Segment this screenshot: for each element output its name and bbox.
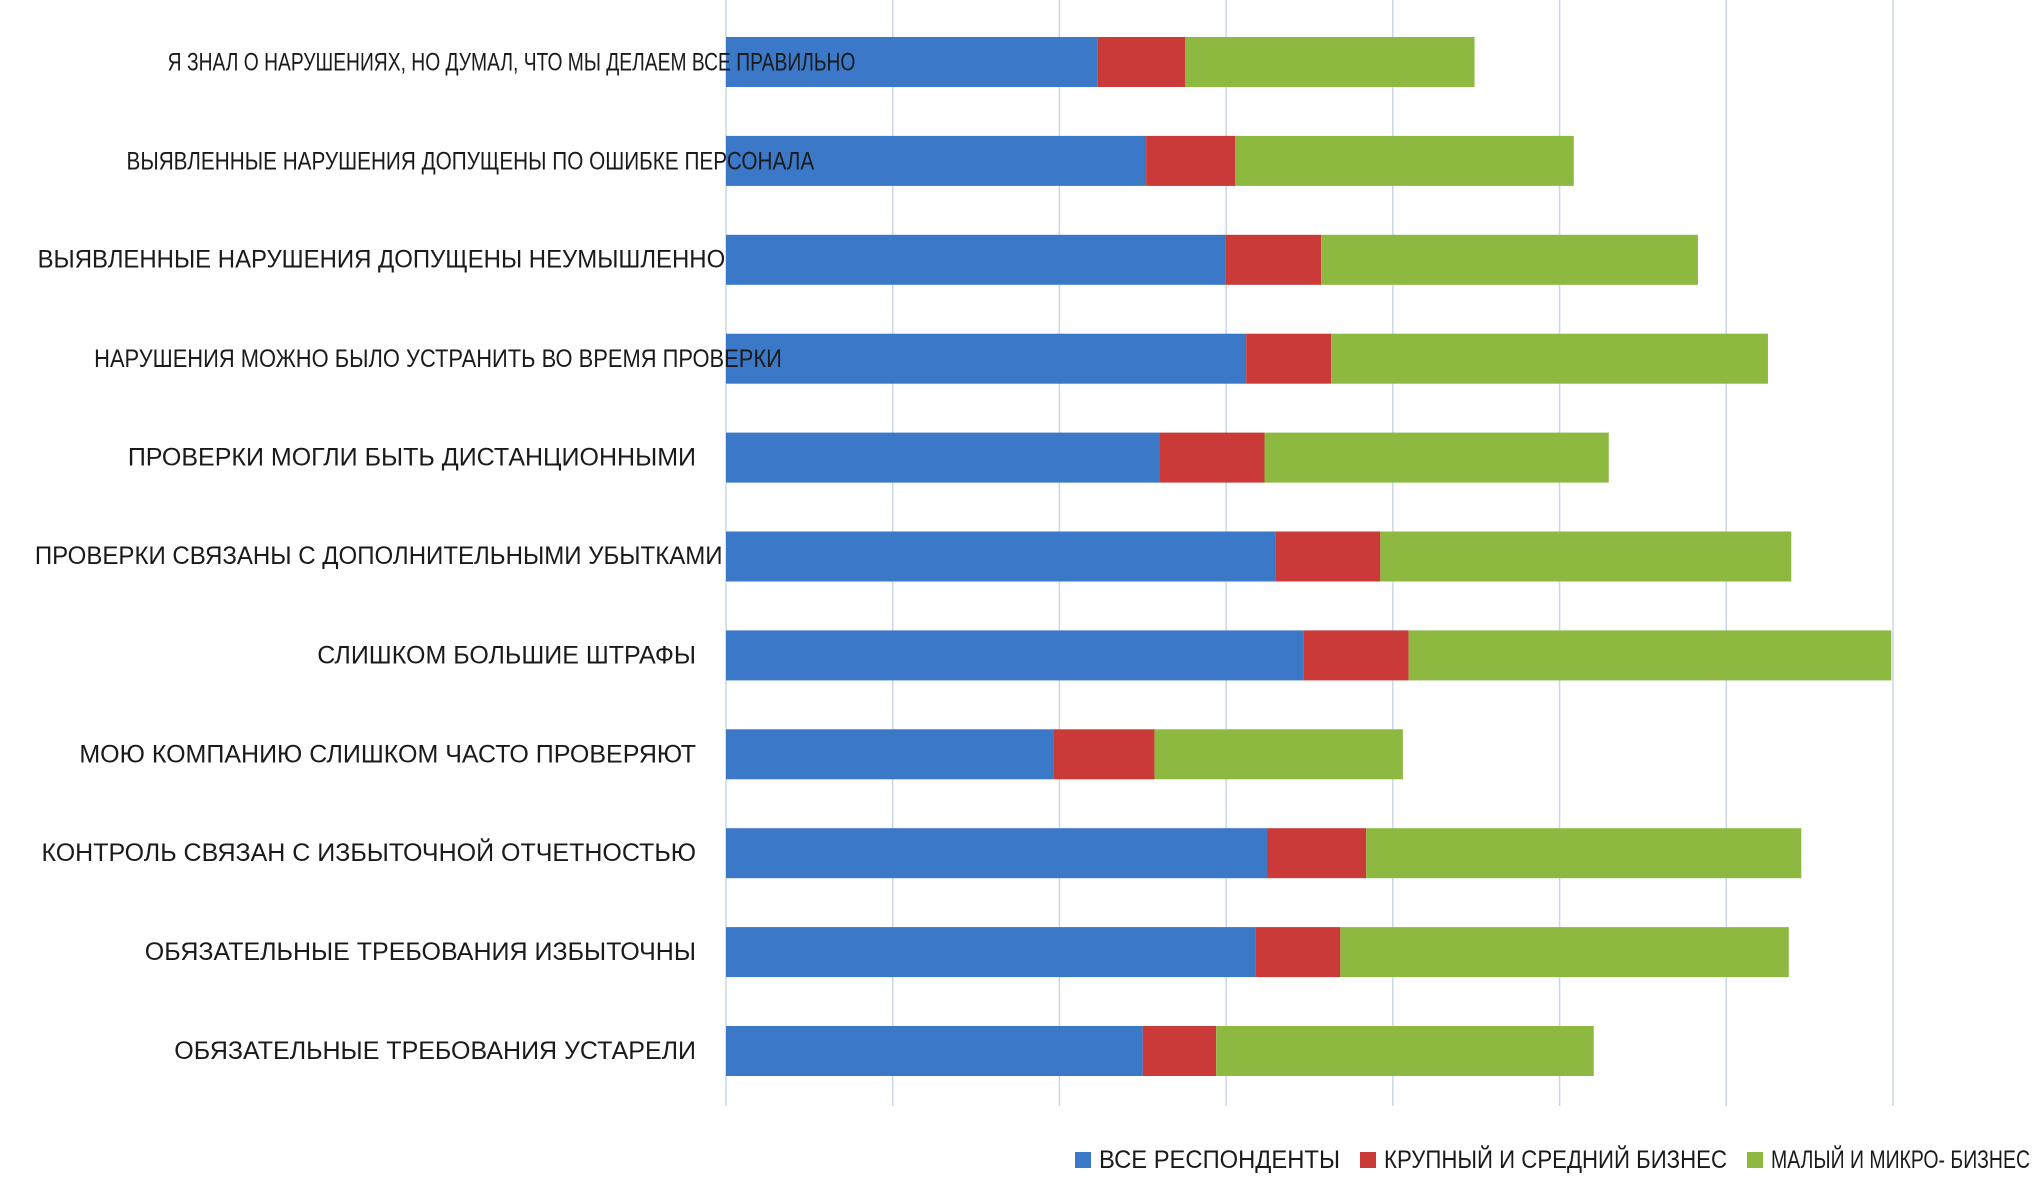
bar-segment-series-3 (1321, 234, 1698, 285)
category-labels: Я ЗНАЛ О НАРУШЕНИЯХ, НО ДУМАЛ, ЧТО МЫ ДЕ… (35, 48, 856, 1065)
bar-segment-series-2 (1142, 1026, 1217, 1076)
bar-segment-series-1 (726, 333, 1247, 384)
bar-segment-series-1 (726, 630, 1304, 681)
bar-segment-series-1 (726, 135, 1147, 186)
bar-segment-series-3 (1366, 828, 1802, 879)
bar-segment-series-1 (726, 531, 1276, 582)
bar-segment-series-2 (1053, 729, 1155, 780)
bar-segment-series-3 (1264, 432, 1609, 483)
bar-segment-series-2 (1097, 37, 1186, 87)
bar-segment-series-3 (1340, 927, 1789, 978)
bar-segment-series-2 (1275, 531, 1381, 582)
bar-segment-series-1 (726, 927, 1256, 978)
category-label: СЛИШКОМ БОЛЬШИЕ ШТРАФЫ (317, 641, 696, 669)
bar-segment-series-3 (1185, 37, 1475, 87)
bar-segment-series-2 (1225, 234, 1322, 285)
legend-swatch (1747, 1152, 1763, 1168)
category-label: Я ЗНАЛ О НАРУШЕНИЯХ, НО ДУМАЛ, ЧТО МЫ ДЕ… (168, 48, 856, 76)
bar-segment-series-1 (726, 1026, 1143, 1076)
bar-segment-series-2 (1246, 333, 1332, 384)
category-label: ОБЯЗАТЕЛЬНЫЕ ТРЕБОВАНИЯ ИЗБЫТОЧНЫ (145, 938, 696, 966)
bar-segment-series-1 (726, 729, 1054, 780)
bar-segment-series-2 (1146, 135, 1236, 186)
category-label: ПРОВЕРКИ СВЯЗАНЫ С ДОПОЛНИТЕЛЬНЫМИ УБЫТК… (35, 543, 723, 571)
category-label: ОБЯЗАТЕЛЬНЫЕ ТРЕБОВАНИЯ УСТАРЕЛИ (174, 1037, 696, 1065)
bar-segment-series-1 (726, 828, 1267, 879)
category-label: КОНТРОЛЬ СВЯЗАН С ИЗБЫТОЧНОЙ ОТЧЕТНОСТЬЮ (41, 837, 696, 867)
legend-swatch (1360, 1152, 1376, 1168)
legend: ВСЕ РЕСПОНДЕНТЫ КРУПНЫЙ И СРЕДНИЙ БИЗНЕС М… (1075, 1144, 2030, 1174)
bar-segment-series-3 (1216, 1026, 1594, 1076)
bar-segment-series-1 (726, 432, 1160, 483)
category-label: МОЮ КОМПАНИЮ СЛИШКОМ ЧАСТО ПРОВЕРЯЮТ (79, 740, 696, 768)
legend-label: МАЛЫЙ И МИКРО- БИЗНЕС (1771, 1144, 2030, 1174)
category-label: ПРОВЕРКИ МОГЛИ БЫТЬ ДИСТАНЦИОННЫМИ (128, 444, 696, 472)
bar-segment-series-3 (1235, 135, 1574, 186)
bar-segment-series-2 (1303, 630, 1409, 681)
category-label: ВЫЯВЛЕННЫЕ НАРУШЕНИЯ ДОПУЩЕНЫ ПО ОШИБКЕ … (126, 147, 814, 175)
category-label: НАРУШЕНИЯ МОЖНО БЫЛО УСТРАНИТЬ ВО ВРЕМЯ … (94, 345, 782, 373)
legend-label: КРУПНЫЙ И СРЕДНИЙ БИЗНЕС (1384, 1144, 1727, 1174)
bar-segment-series-2 (1255, 927, 1341, 978)
legend-swatch (1075, 1152, 1091, 1168)
bar-segment-series-1 (726, 37, 1098, 87)
category-label: ВЫЯВЛЕННЫЕ НАРУШЕНИЯ ДОПУЩЕНЫ НЕУМЫШЛЕНН… (38, 246, 726, 274)
bar-segment-series-3 (1154, 729, 1403, 780)
bar-segment-series-3 (1380, 531, 1792, 582)
bar-segment-series-2 (1266, 828, 1367, 879)
bar-segment-series-3 (1408, 630, 1892, 681)
bars-layer (726, 37, 1892, 1076)
bar-segment-series-1 (726, 234, 1226, 285)
legend-label: ВСЕ РЕСПОНДЕНТЫ (1099, 1146, 1340, 1174)
bar-segment-series-2 (1159, 432, 1265, 483)
bar-segment-series-3 (1331, 333, 1768, 384)
